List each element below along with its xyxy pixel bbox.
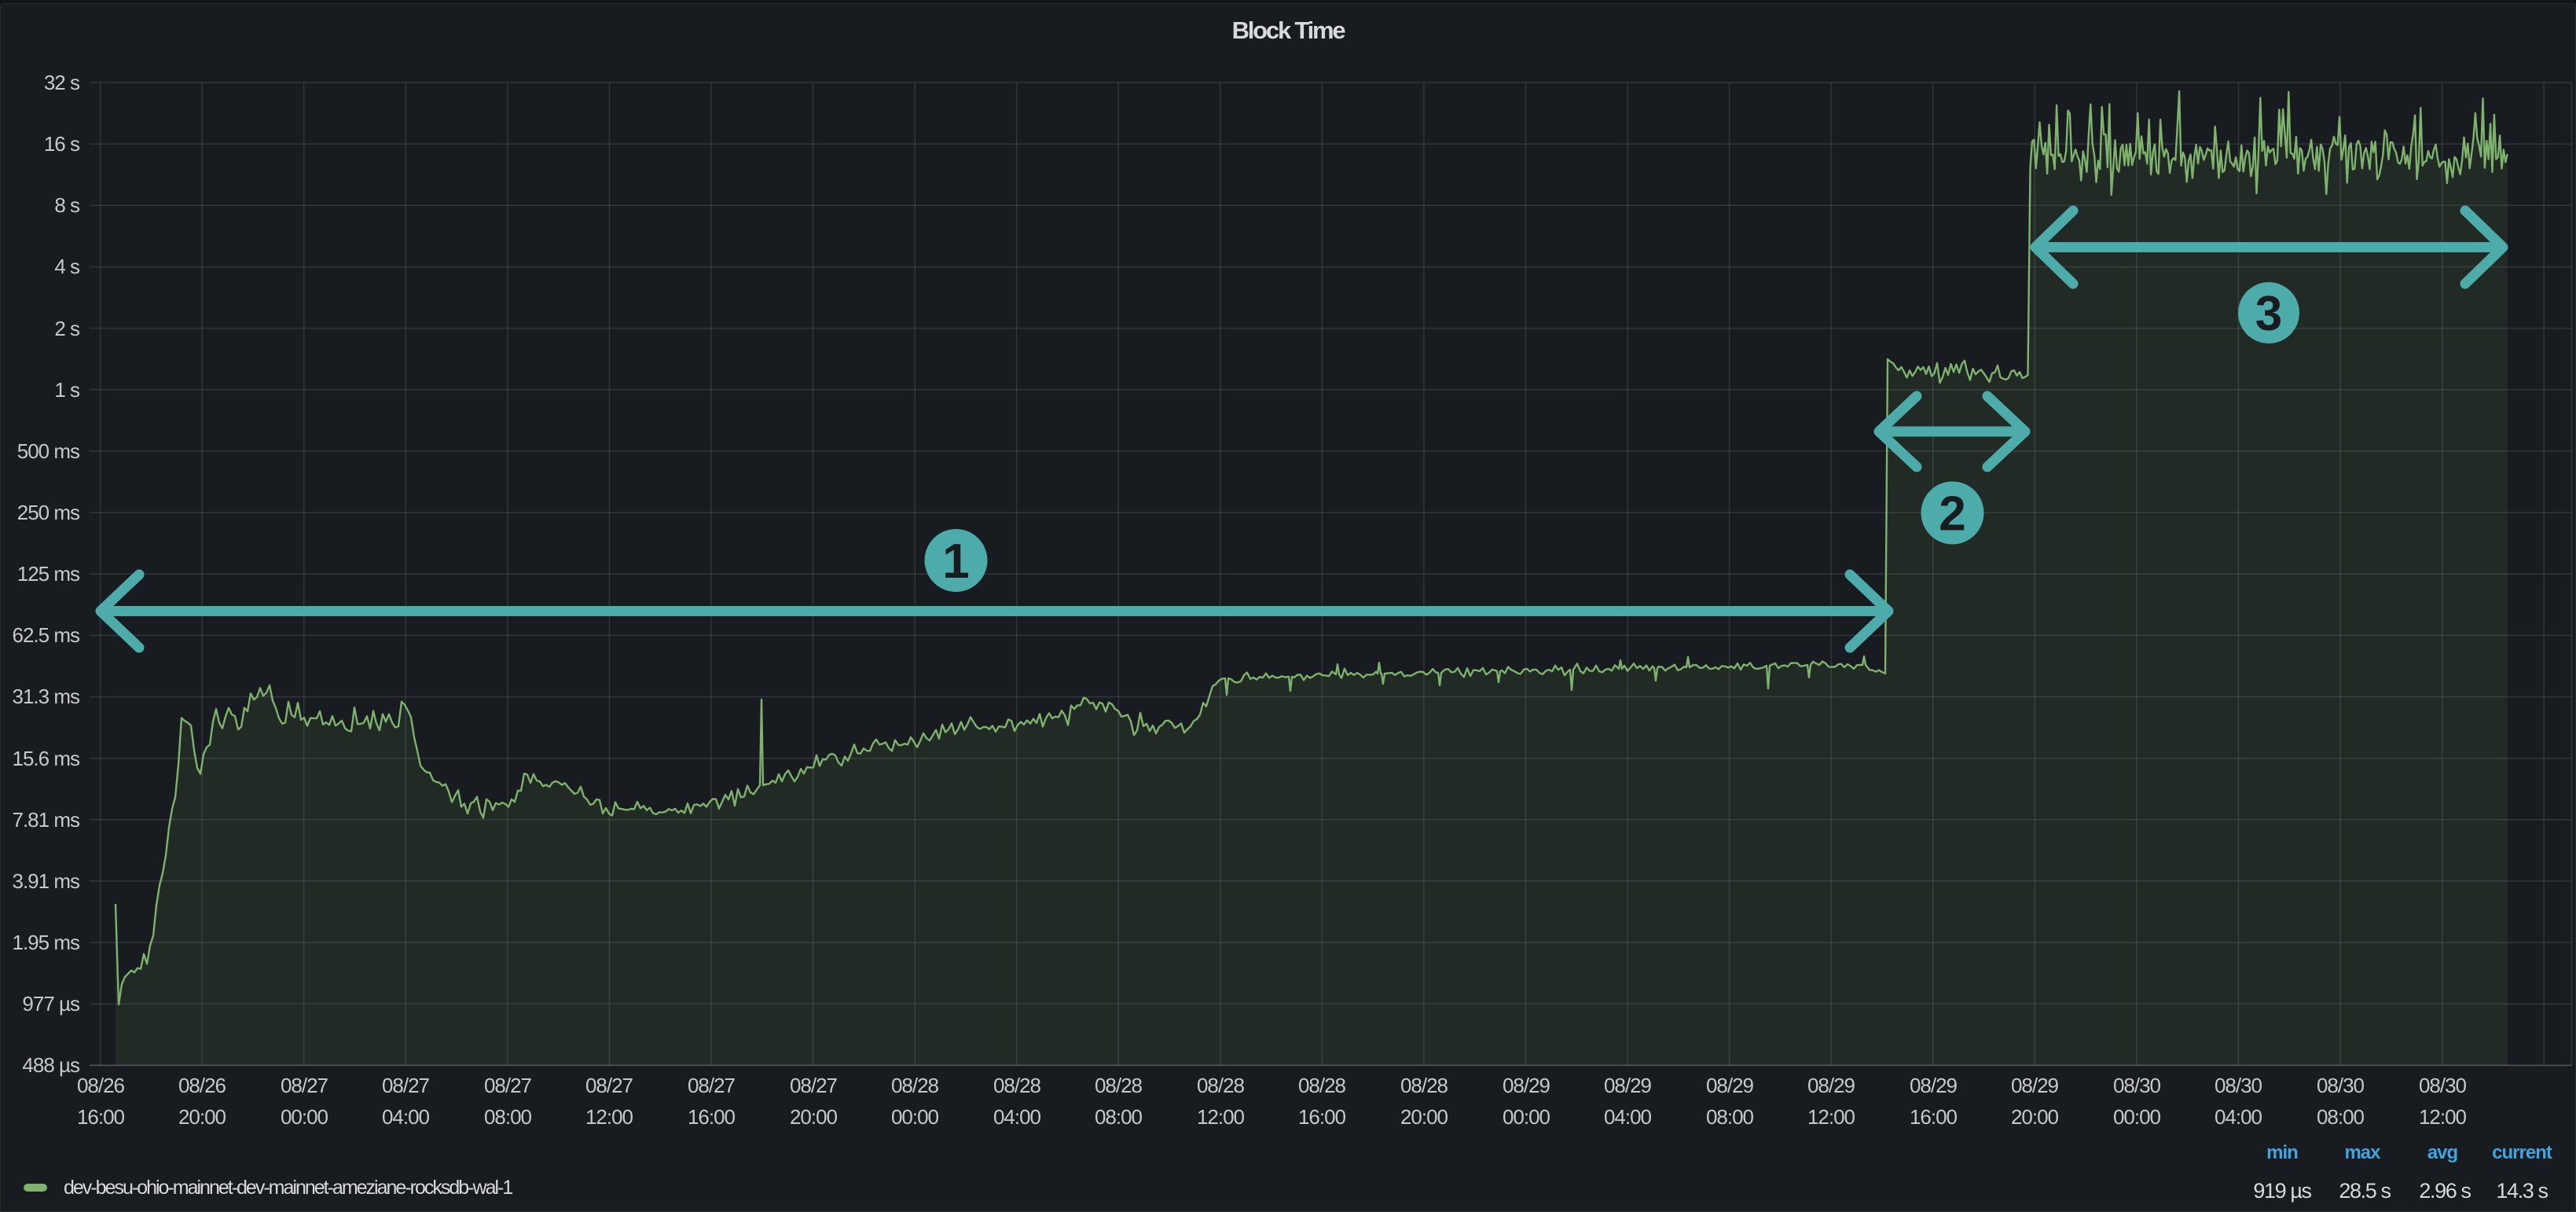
svg-text:3: 3 [2255,287,2282,341]
svg-text:2: 2 [1939,487,1965,542]
svg-text:1: 1 [942,534,969,589]
